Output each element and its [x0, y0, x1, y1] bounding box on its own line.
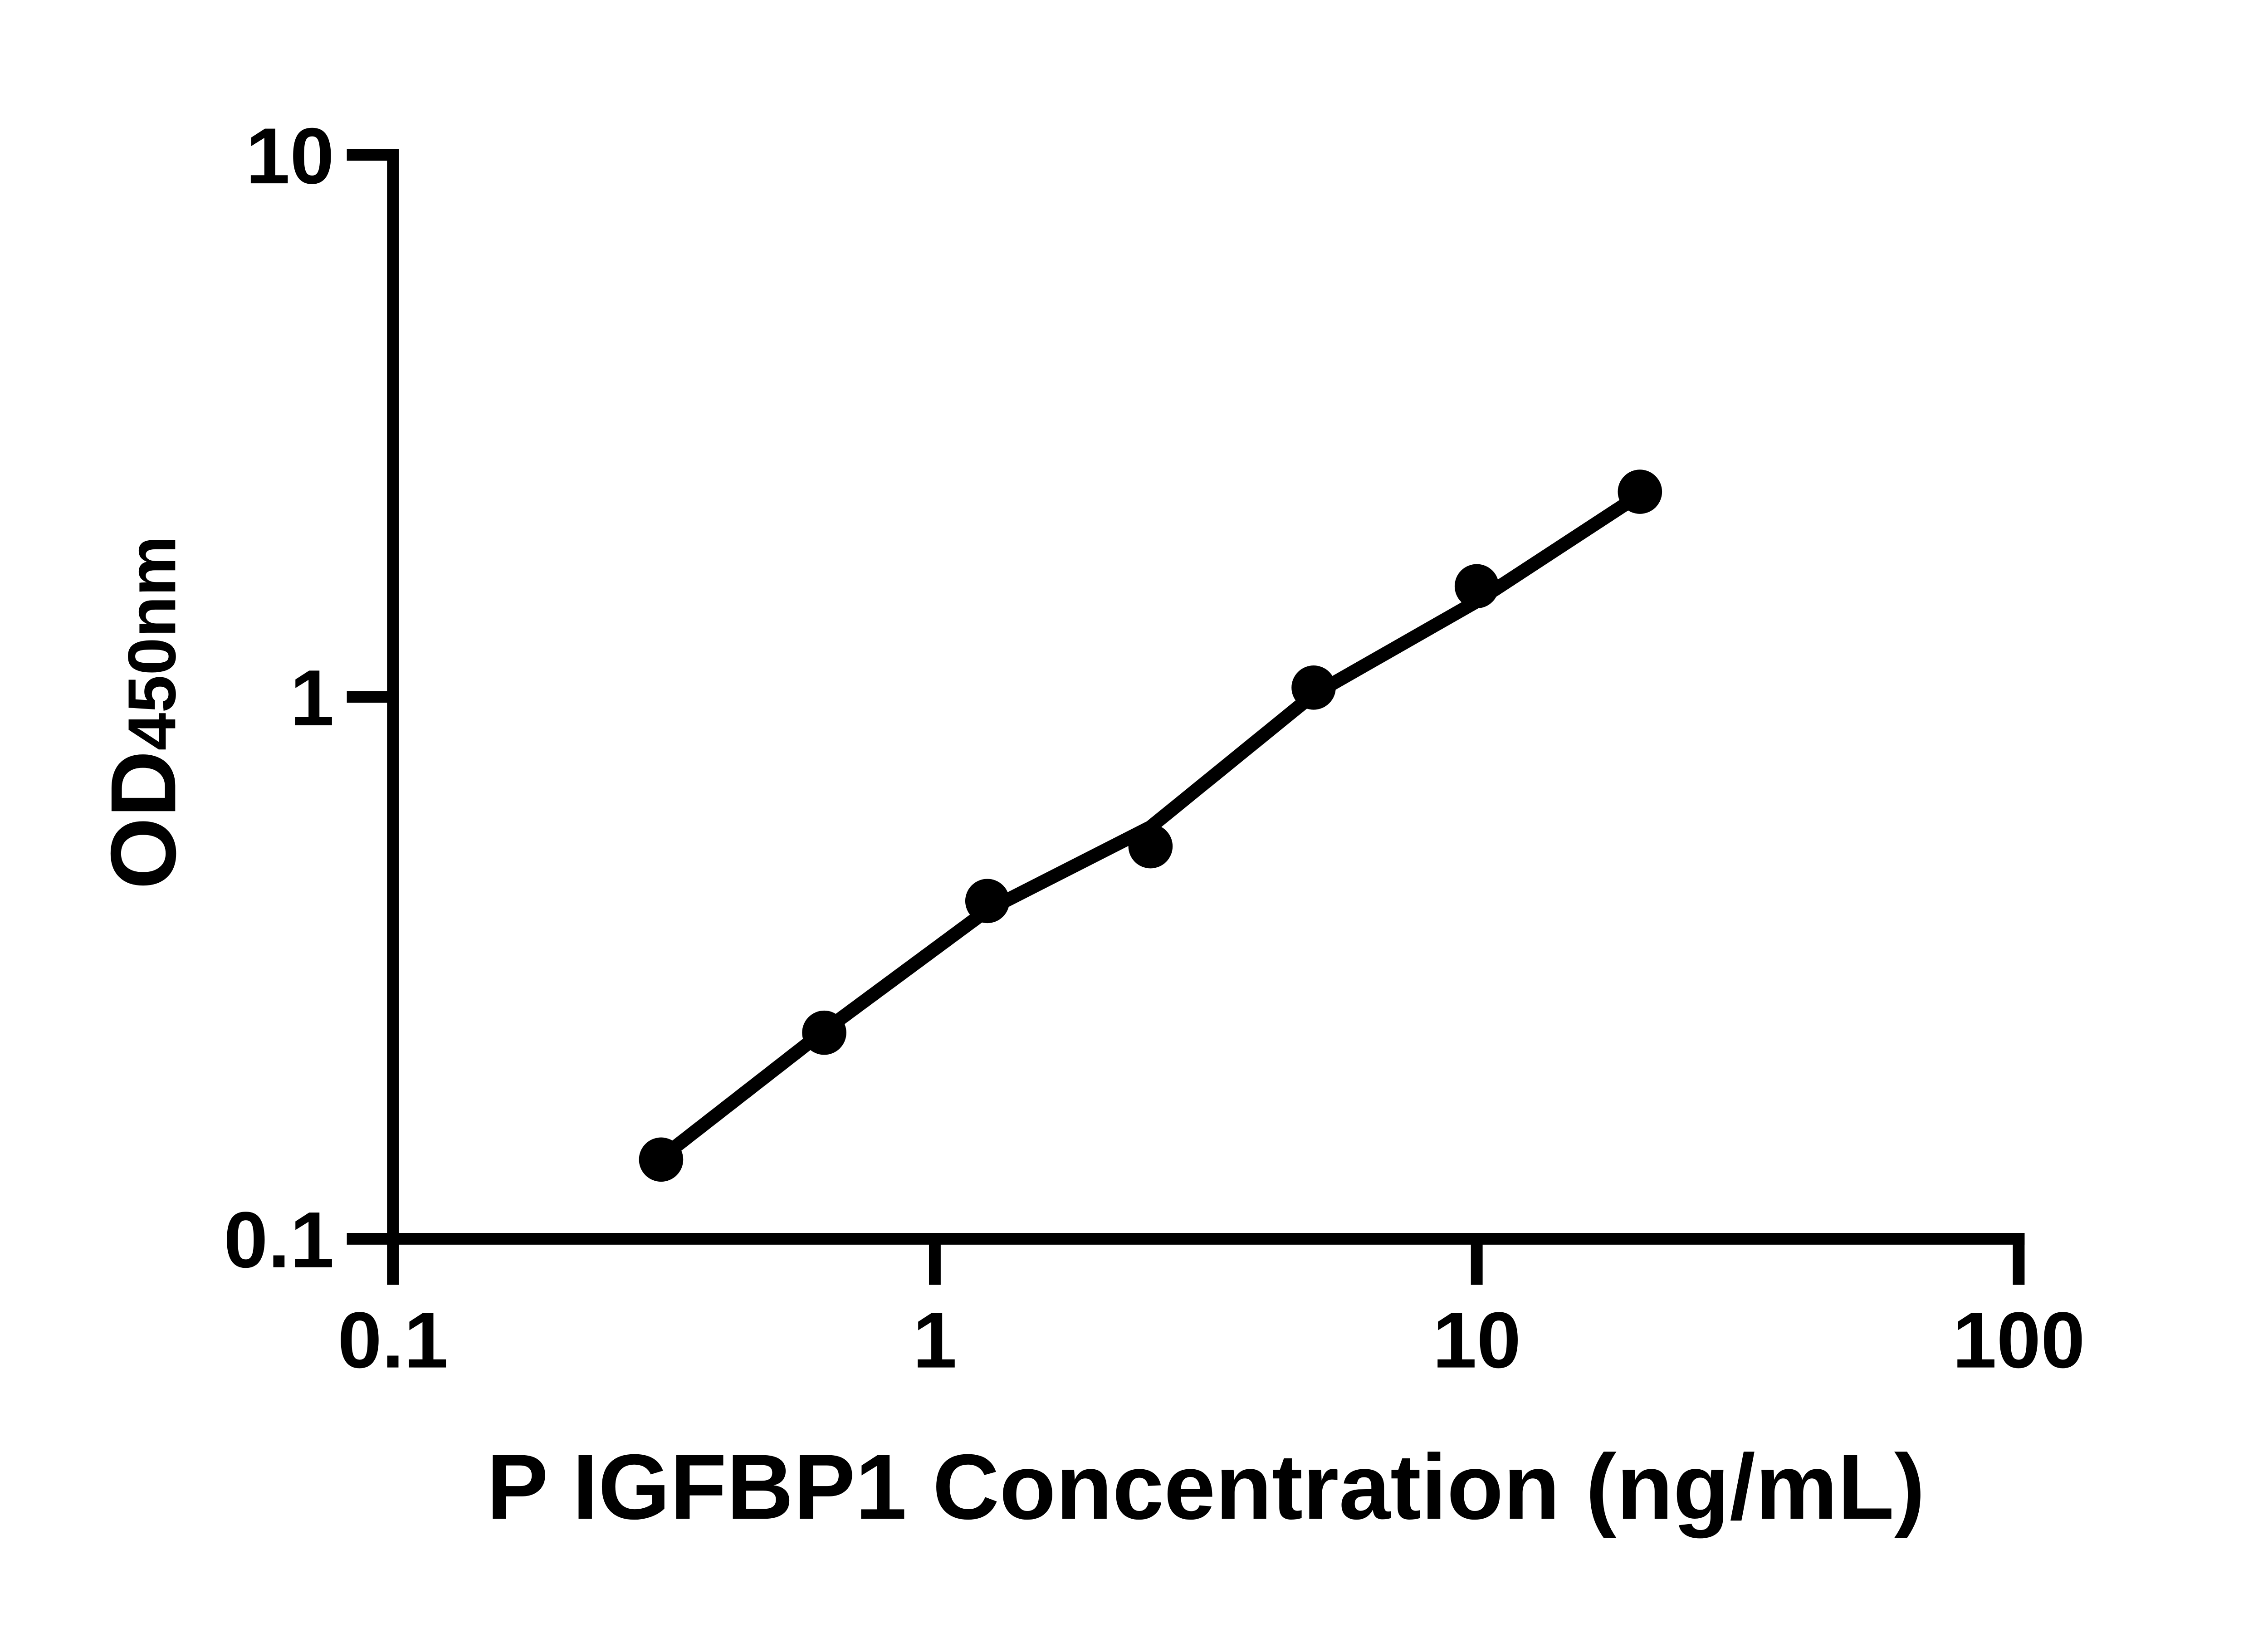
- x-axis-title: P IGFBP1 Concentration (ng/mL): [487, 1435, 1925, 1539]
- y-tick-label: 0.1: [224, 1196, 334, 1285]
- y-axis-title-main: OD: [92, 751, 195, 890]
- y-tick-label: 1: [290, 654, 334, 743]
- axes: 0.1 1 10 100 10 1 0.1: [224, 112, 2085, 1385]
- data-point: [1618, 469, 1662, 514]
- data-point: [965, 879, 1010, 924]
- data-point: [1291, 665, 1336, 710]
- plot-area: [639, 469, 1662, 1182]
- data-point: [802, 1010, 846, 1055]
- x-tick-label: 0.1: [337, 1296, 448, 1385]
- y-tick-label: 10: [246, 112, 334, 200]
- y-axis-title: OD450nm: [92, 536, 195, 889]
- x-tick-label: 100: [1952, 1296, 2085, 1385]
- data-point: [1128, 824, 1173, 869]
- x-tick-label: 1: [913, 1296, 957, 1385]
- y-axis-title-sub: 450nm: [114, 536, 190, 750]
- data-point: [639, 1137, 684, 1182]
- x-tick-label: 10: [1432, 1296, 1521, 1385]
- data-point: [1454, 564, 1499, 609]
